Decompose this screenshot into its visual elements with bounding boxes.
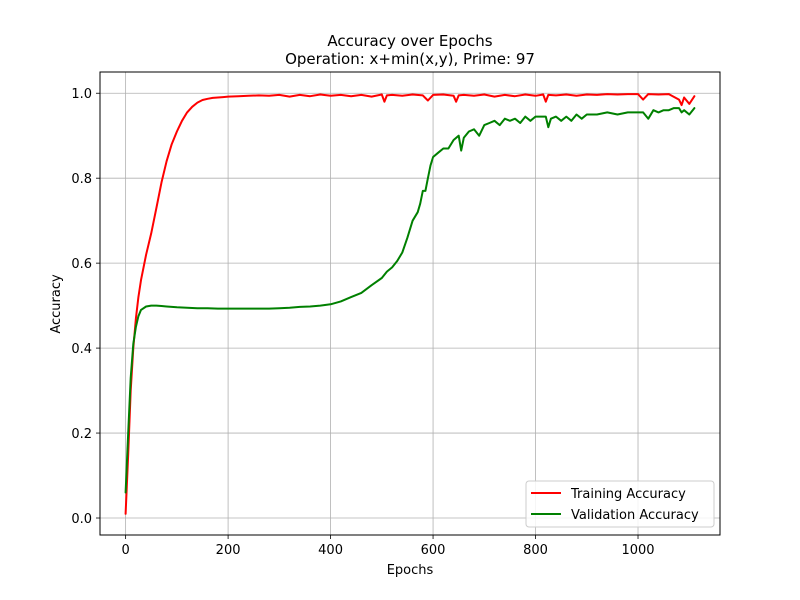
x-axis-label: Epochs: [387, 563, 434, 578]
y-tick-label: 0.4: [71, 342, 92, 357]
x-tick-label: 200: [216, 543, 241, 558]
legend-label-validation: Validation Accuracy: [571, 508, 699, 523]
series-lines: [124, 93, 696, 515]
y-tick-label: 0.8: [71, 172, 92, 187]
y-tick-label: 0.6: [71, 257, 92, 272]
chart-subtitle: Operation: x+min(x,y), Prime: 97: [285, 50, 535, 68]
validation-accuracy-line: [124, 107, 696, 494]
plot-frame: [99, 71, 721, 536]
x-tick-label: 800: [523, 543, 548, 558]
x-tick-label: 0: [121, 543, 129, 558]
legend: Training Accuracy Validation Accuracy: [525, 480, 715, 528]
legend-box: [525, 480, 715, 528]
y-axis-label: Accuracy: [49, 274, 64, 334]
x-tick-label: 600: [421, 543, 446, 558]
x-tick-label: 400: [318, 543, 343, 558]
training-accuracy-line: [124, 93, 696, 515]
x-tick-label: 1000: [621, 543, 654, 558]
legend-label-training: Training Accuracy: [570, 487, 686, 502]
chart-title: Accuracy over Epochs: [327, 32, 492, 50]
y-tick-label: 0.2: [71, 427, 92, 442]
y-tick-label: 0.0: [71, 512, 92, 527]
axis-ticks: 0 200 400 600 800 1000 0.0 0.2 0.4 0.6 0.8 1.0: [71, 87, 654, 558]
y-tick-label: 1.0: [71, 87, 92, 102]
